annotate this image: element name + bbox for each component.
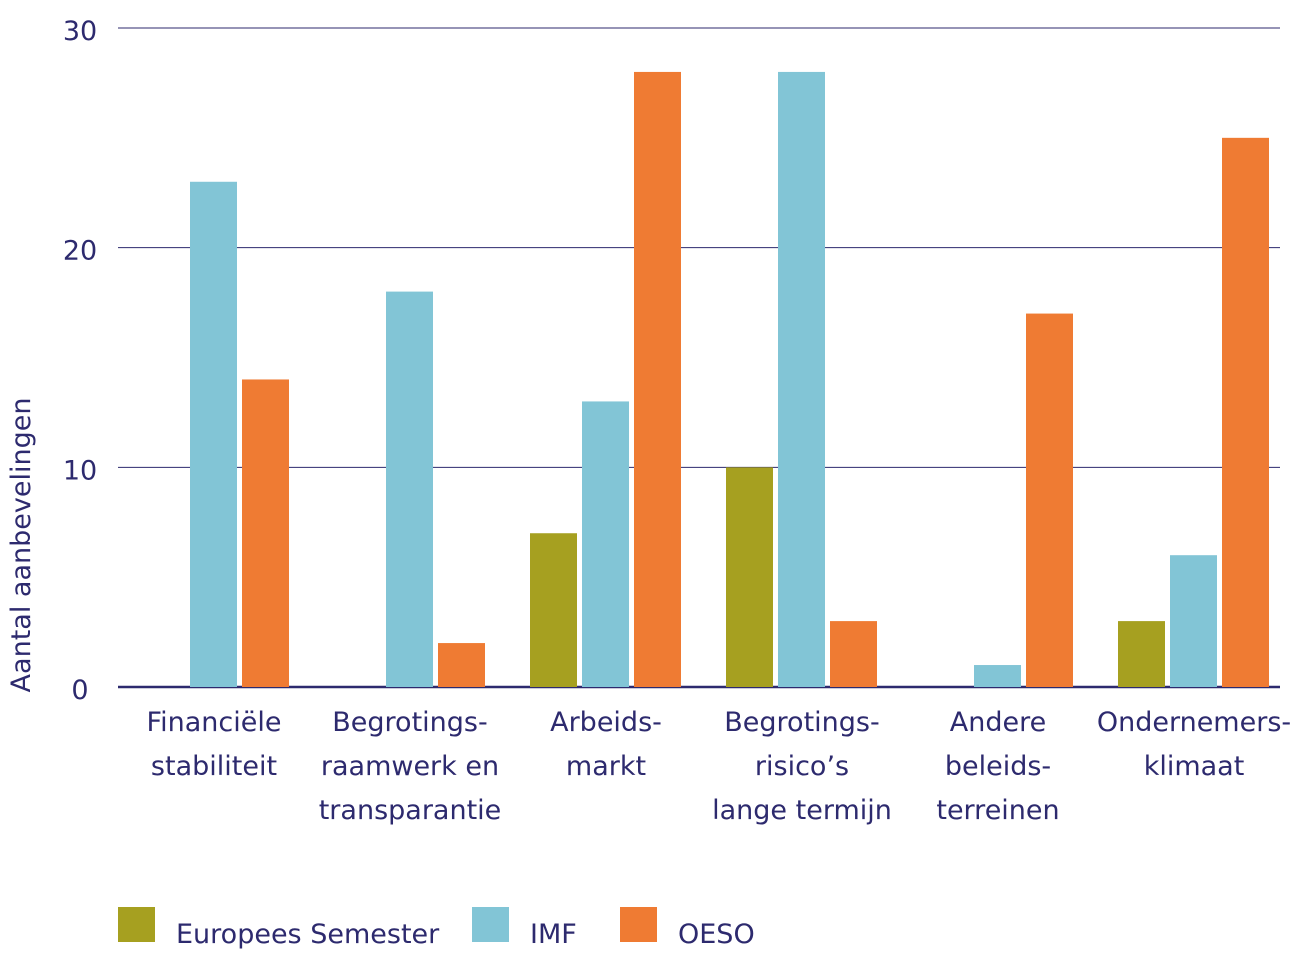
legend-label: OESO [678,919,755,950]
y-tick-label: 30 [63,16,97,47]
y-tick-label: 0 [71,675,88,706]
bars [190,71,1269,688]
y-tick-labels: 0 10 20 30 [63,16,97,706]
legend: Europees Semester IMF OESO [118,907,755,950]
bar-europees-semester [1118,621,1165,687]
bar-oeso [1026,313,1073,687]
bar-oeso [438,643,485,687]
bar-imf [1170,555,1217,687]
bar-imf [386,291,433,687]
bar-oeso [242,379,289,687]
bar-europees-semester [530,533,577,687]
x-tick-label: raamwerk en [321,751,499,782]
bar-oeso [634,71,681,687]
y-tick-label: 20 [63,236,97,267]
legend-swatch [118,907,155,942]
x-tick-label: risico’s [755,751,849,782]
y-tick-label: 10 [63,455,97,486]
x-tick-label: stabiliteit [151,751,277,782]
bar-oeso [830,621,877,687]
legend-swatch [472,907,509,942]
x-tick-label: Andere [950,707,1046,738]
x-tick-label: Arbeids- [550,707,662,738]
x-tick-label: Begrotings- [332,707,487,738]
bar-oeso [1222,137,1269,688]
x-tick-label: markt [566,751,646,782]
x-tick-label: beleids- [945,751,1051,782]
bar-europees-semester [726,467,773,687]
x-tick-label: lange termijn [712,795,892,826]
x-tick-label: Ondernemers- [1097,707,1291,738]
x-tick-label: Begrotings- [724,707,879,738]
x-tick-label: transparantie [319,795,502,826]
x-tick-label: terreinen [936,795,1059,826]
bar-imf [582,401,629,687]
x-tick-label: Financiële [147,707,282,738]
gridlines [118,27,1280,689]
legend-swatch [620,907,657,942]
bar-imf [778,71,825,687]
legend-label: Europees Semester [176,919,440,950]
x-tick-labels: Financiële stabiliteit Begrotings-raamwerk… [147,707,1292,826]
bar-imf [190,181,237,687]
x-tick-label: klimaat [1144,751,1245,782]
bar-imf [974,665,1021,687]
legend-label: IMF [530,919,577,950]
y-axis-label: Aantal aanbevelingen [6,398,37,693]
